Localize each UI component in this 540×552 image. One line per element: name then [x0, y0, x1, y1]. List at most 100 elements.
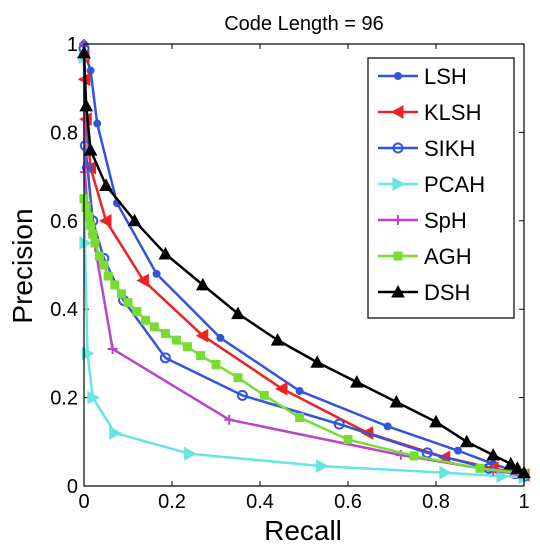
- data-point-dsh: [310, 355, 325, 368]
- y-axis-ticks: 0 0.2 0.4 0.6 0.8 1: [50, 34, 524, 498]
- data-point-dsh: [503, 456, 518, 470]
- data-point-dsh: [231, 306, 245, 320]
- data-point-agh: [475, 463, 485, 473]
- y-axis-label: Precision: [7, 208, 38, 323]
- data-point-klsh: [136, 273, 149, 288]
- legend-marker-sikh: [392, 142, 404, 154]
- data-point-sph: [224, 414, 235, 425]
- data-point-sikh: [236, 389, 248, 401]
- legend-marker-agh: [393, 251, 403, 261]
- x-tick-label: 0.2: [158, 491, 186, 513]
- data-point-agh: [83, 211, 93, 221]
- data-point-agh: [211, 359, 221, 369]
- legend-marker-dsh: [391, 284, 405, 298]
- data-point-agh: [90, 238, 100, 248]
- data-point-dsh: [510, 461, 525, 474]
- data-point-pcah: [87, 390, 100, 405]
- legend-marker-klsh: [390, 105, 404, 119]
- legend-box: [367, 57, 515, 319]
- data-point-pcah: [316, 459, 329, 473]
- data-point-dsh: [389, 394, 404, 408]
- x-axis-ticks: 0 0.2 0.4 0.6 0.8 1: [78, 44, 530, 513]
- x-tick-label: 0.4: [246, 491, 274, 513]
- x-axis-label: Recall: [264, 515, 342, 546]
- legend-item-sph: SpH: [378, 208, 467, 233]
- legend-item-klsh: KLSH: [378, 100, 481, 125]
- y-tick-label: 0.2: [50, 388, 78, 410]
- data-point-agh: [196, 351, 206, 361]
- legend: LSH KLSH SIKH PCAH SpH AGH DSH: [367, 57, 515, 319]
- x-tick-label: 0: [78, 491, 89, 513]
- data-point-pcah: [109, 426, 122, 440]
- legend-label-agh: AGH: [424, 244, 472, 269]
- series-layer: [76, 39, 532, 485]
- data-point-agh: [81, 203, 91, 213]
- data-point-dsh: [459, 434, 474, 448]
- legend-label-sph: SpH: [424, 208, 467, 233]
- data-point-dsh: [486, 448, 501, 461]
- data-point-lsh: [295, 386, 304, 395]
- data-point-lsh: [93, 119, 102, 128]
- data-point-klsh: [98, 213, 112, 228]
- data-point-lsh: [454, 446, 462, 455]
- data-point-agh: [94, 251, 104, 261]
- y-tick-label: 0: [67, 476, 78, 498]
- data-point-agh: [160, 329, 170, 339]
- data-point-pcah: [79, 236, 92, 250]
- data-point-agh: [86, 220, 96, 230]
- data-point-agh: [149, 322, 159, 332]
- legend-marker-lsh: [394, 72, 402, 80]
- y-tick-label: 0.8: [50, 122, 78, 144]
- data-point-agh: [295, 412, 305, 422]
- data-point-agh: [99, 260, 109, 270]
- legend-label-lsh: LSH: [424, 64, 467, 89]
- data-point-dsh: [127, 213, 142, 227]
- legend-label-pcah: PCAH: [424, 172, 485, 197]
- data-point-pcah: [82, 346, 95, 361]
- data-point-dsh: [79, 98, 94, 112]
- legend-marker-pcah: [392, 177, 406, 191]
- data-point-agh: [409, 451, 419, 461]
- data-point-sikh: [159, 352, 171, 364]
- data-point-agh: [259, 390, 269, 400]
- data-point-dsh: [83, 143, 98, 156]
- x-tick-label: 1: [518, 491, 529, 513]
- legend-item-sikh: SIKH: [378, 136, 475, 161]
- chart-title: Code Length = 96: [224, 13, 384, 35]
- x-tick-label: 0.8: [422, 491, 450, 513]
- data-point-dsh: [349, 375, 364, 388]
- legend-item-pcah: PCAH: [378, 172, 485, 197]
- data-point-pcah: [496, 469, 510, 484]
- data-point-dsh: [158, 246, 173, 260]
- y-tick-label: 0.6: [50, 211, 78, 233]
- legend-label-sikh: SIKH: [424, 136, 475, 161]
- x-tick-label: 0.6: [334, 491, 362, 513]
- data-point-pcah: [184, 446, 197, 461]
- legend-item-agh: AGH: [378, 244, 472, 269]
- data-point-sikh: [333, 418, 345, 430]
- data-point-agh: [116, 289, 126, 299]
- data-point-dsh: [270, 333, 285, 346]
- data-point-klsh: [274, 381, 288, 396]
- data-point-sph: [79, 167, 90, 178]
- data-point-pcah: [439, 465, 452, 480]
- legend-item-dsh: DSH: [378, 280, 470, 305]
- y-tick-label: 1: [67, 34, 78, 56]
- data-point-klsh: [195, 328, 209, 343]
- data-point-agh: [103, 271, 113, 281]
- data-point-dsh: [429, 414, 443, 428]
- data-point-lsh: [383, 422, 392, 431]
- data-point-agh: [182, 342, 192, 352]
- data-point-agh: [141, 315, 151, 325]
- legend-marker-sph: [393, 215, 403, 225]
- legend-label-klsh: KLSH: [424, 100, 481, 125]
- y-tick-label: 0.4: [50, 299, 78, 321]
- data-point-agh: [88, 229, 98, 239]
- data-point-lsh: [216, 333, 225, 342]
- data-point-lsh: [152, 269, 161, 278]
- data-point-dsh: [99, 178, 113, 191]
- legend-item-lsh: LSH: [378, 64, 467, 89]
- legend-label-dsh: DSH: [424, 280, 470, 305]
- series-line-pcah: [82, 57, 525, 479]
